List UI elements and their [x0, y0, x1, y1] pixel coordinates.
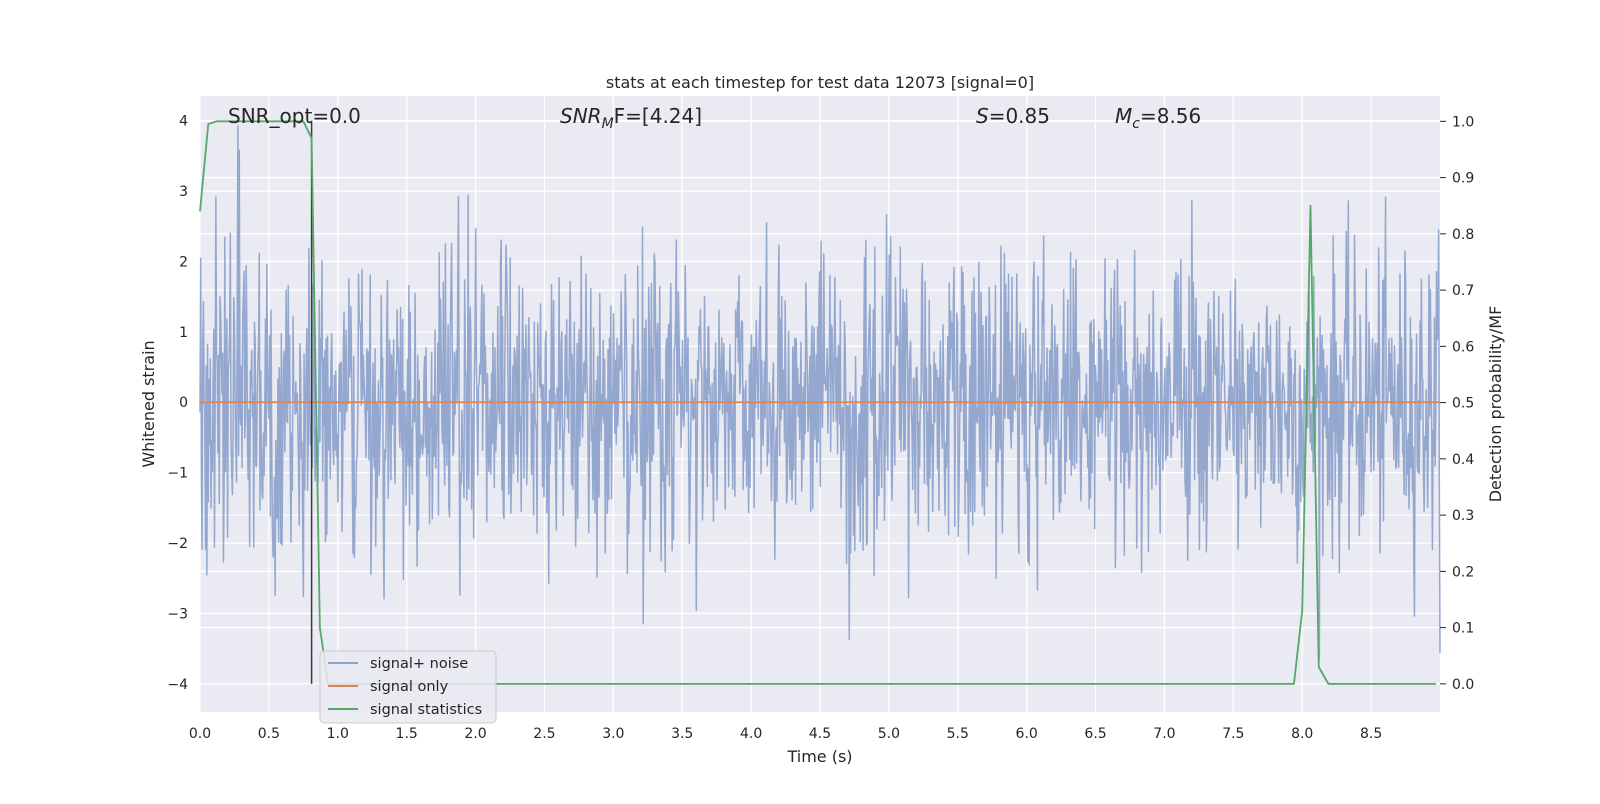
annotation-s: S=0.85: [976, 104, 1050, 128]
legend-label-signal-statistics: signal statistics: [370, 702, 482, 718]
x-tick-label: 1.5: [396, 726, 418, 742]
y-tick-label: −2: [167, 536, 188, 552]
x-tick-label: 4.0: [740, 726, 762, 742]
x-tick-label: 6.0: [1016, 726, 1038, 742]
legend-label-signal-noise: signal+ noise: [370, 656, 468, 672]
x-tick-label: 3.0: [602, 726, 624, 742]
y2-tick-label: 0.0: [1452, 677, 1474, 693]
legend-box: [319, 650, 497, 724]
series-signal-statistics: [199, 120, 1436, 685]
y2-tick-label: 0.8: [1452, 227, 1474, 243]
legend-label-signal-only: signal only: [370, 679, 449, 695]
x-tick-label: 8.5: [1360, 726, 1382, 742]
y2-tick-label: 0.9: [1452, 171, 1474, 187]
x-tick-label: 2.5: [533, 726, 555, 742]
y-tick-label: −4: [167, 677, 188, 693]
x-tick-label: 3.5: [671, 726, 693, 742]
x-axis-label: Time (s): [786, 747, 852, 766]
y-tick-label: 3: [179, 184, 188, 200]
y2-tick-label: 0.3: [1452, 508, 1474, 524]
y-axis-ticks: 4 3 2 1 0 −1 −2 −3 −4: [167, 114, 188, 693]
y2-tick-label: 0.5: [1452, 396, 1474, 412]
x-tick-label: 8.0: [1291, 726, 1313, 742]
x-tick-label: 6.5: [1084, 726, 1106, 742]
series-layer: [199, 120, 1441, 685]
x-tick-label: 7.5: [1222, 726, 1244, 742]
x-tick-label: 7.0: [1153, 726, 1175, 742]
y2-tick-label: 1.0: [1452, 114, 1474, 130]
x-tick-label: 2.0: [464, 726, 486, 742]
x-tick-label: 5.0: [878, 726, 900, 742]
y2-axis-label: Detection probability/MF: [1486, 306, 1505, 503]
x-tick-label: 1.0: [327, 726, 349, 742]
y2-axis-ticks: 1.0 0.9 0.8 0.7 0.6 0.5 0.4 0.3 0.2 0.1 0.0: [1440, 114, 1474, 693]
y-tick-label: 2: [179, 254, 188, 270]
x-axis-ticks: 0.0 0.5 1.0 1.5 2.0 2.5 3.0 3.5 4.0 4.5 5.0 5.5 6.0 6…: [189, 726, 1382, 742]
legend: signal+ noise signal only signal statist…: [319, 650, 497, 724]
y2-tick-label: 0.7: [1452, 283, 1474, 299]
x-tick-label: 0.0: [189, 726, 211, 742]
annotation-mc: Mc=8.56: [1115, 104, 1201, 132]
y-tick-label: 0: [179, 395, 188, 411]
annotation-snr-mf: SNRMF=[4.24]: [560, 104, 702, 132]
y-tick-label: −1: [167, 466, 188, 482]
annotation-snr-opt: SNR_opt=0.0: [228, 104, 361, 128]
x-tick-label: 4.5: [809, 726, 831, 742]
x-tick-label: 5.5: [947, 726, 969, 742]
y2-tick-label: 0.1: [1452, 621, 1474, 637]
y-tick-label: 1: [179, 325, 188, 341]
chart-title: stats at each timestep for test data 120…: [606, 73, 1034, 92]
y-axis-label: Whitened strain: [139, 340, 158, 467]
y-tick-label: −3: [167, 606, 188, 622]
y2-tick-label: 0.2: [1452, 564, 1474, 580]
series-signal-noise: [199, 125, 1441, 661]
y2-tick-label: 0.4: [1452, 452, 1474, 468]
x-tick-label: 0.5: [258, 726, 280, 742]
y2-tick-label: 0.6: [1452, 339, 1474, 355]
y-tick-label: 4: [179, 114, 188, 130]
